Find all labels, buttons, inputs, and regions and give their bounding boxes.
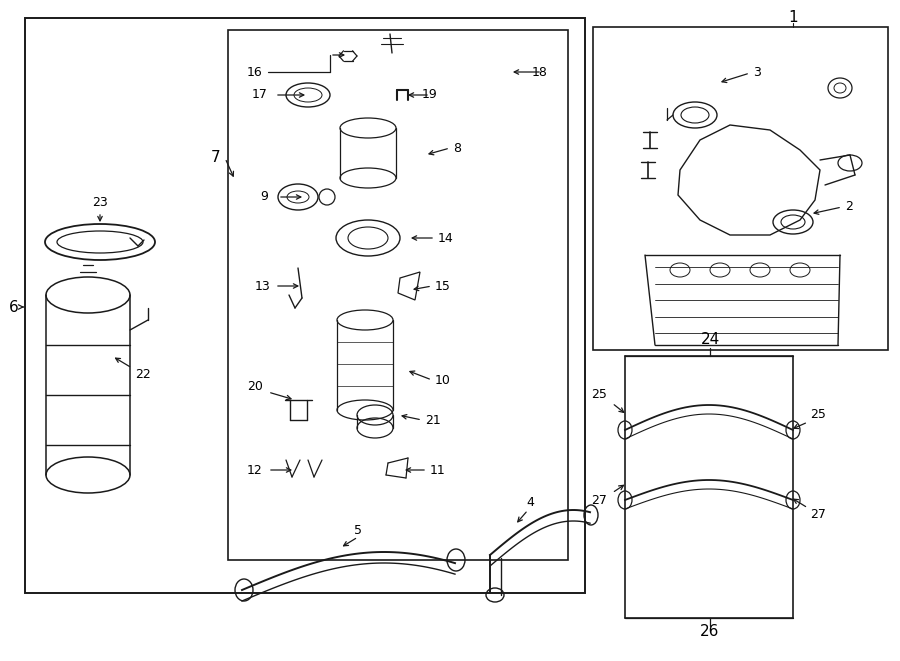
Text: 22: 22	[135, 368, 151, 381]
Text: 18: 18	[532, 65, 548, 79]
Bar	[228, 30, 568, 560]
Text: 24: 24	[700, 332, 720, 348]
Text: 25: 25	[591, 389, 607, 401]
Text: 21: 21	[425, 414, 441, 426]
Text: 1: 1	[788, 9, 797, 24]
Text: 23: 23	[92, 196, 108, 208]
Text: 11: 11	[430, 463, 446, 477]
Text: 6: 6	[9, 299, 19, 315]
Text: 27: 27	[591, 494, 607, 506]
Text: 25: 25	[810, 408, 826, 422]
Text: 16: 16	[247, 65, 263, 79]
Bar	[25, 18, 585, 593]
Text: 12: 12	[247, 463, 263, 477]
Bar	[593, 27, 888, 350]
Text: 15: 15	[435, 280, 451, 293]
Text: 19: 19	[421, 89, 437, 102]
Text: 20: 20	[247, 381, 263, 393]
Text: 13: 13	[255, 280, 271, 293]
Text: 14: 14	[438, 231, 454, 245]
Text: 27: 27	[810, 508, 826, 522]
Text: 2: 2	[845, 200, 853, 214]
Text: 5: 5	[354, 524, 362, 537]
Text: 7: 7	[211, 151, 220, 165]
Text: 17: 17	[252, 89, 268, 102]
Text: 9: 9	[260, 190, 268, 204]
Text: 8: 8	[453, 141, 461, 155]
Text: 10: 10	[435, 373, 451, 387]
Text: 4: 4	[526, 496, 534, 508]
Text: 3: 3	[753, 67, 760, 79]
Text: 26: 26	[700, 625, 720, 639]
